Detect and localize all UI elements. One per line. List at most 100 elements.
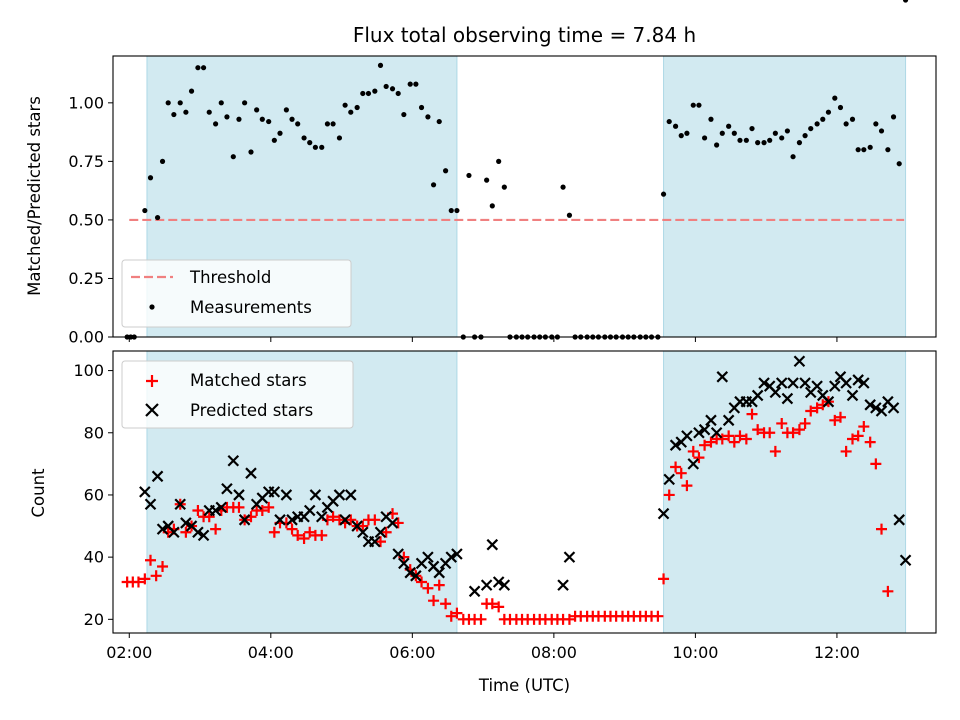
measurement-point [825,109,832,115]
matched-star-marker [203,511,215,523]
matched-star-marker [840,445,852,457]
matched-star-marker [145,554,157,566]
predicted-star-marker [139,486,151,498]
matched-star-marker [369,514,381,526]
shaded-interval [663,56,906,337]
predicted-star-marker [681,430,693,442]
measurement-point [159,158,166,164]
count-y-tick-label: 60 [84,485,104,504]
x-tick-label: 04:00 [248,643,294,662]
count-y-axis-label: Count [29,468,48,518]
measurement-point [401,111,407,118]
measurement-point [690,102,696,108]
matched-star-marker [728,436,740,448]
measurement-point [195,65,201,71]
matched-star-marker [716,433,728,445]
matched-star-marker [811,402,823,414]
measurement-point [407,81,413,87]
measurement-point [855,147,861,153]
measurement-point [436,118,442,125]
predicted-star-marker [663,473,675,486]
matched-star-marker [292,529,304,541]
x-axis-label: Time (UTC) [478,676,570,695]
predicted-star-marker [197,529,210,542]
predicted-stars-series [139,355,912,598]
count-y-tick-label: 80 [84,423,104,442]
matched-star-marker [864,436,876,448]
measurement-point [484,177,490,183]
measurement-point [301,135,307,141]
predicted-star-marker [710,426,723,439]
predicted-star-marker [722,414,735,427]
measurement-point [289,116,295,122]
predicted-star-marker [245,467,257,479]
matched-star-marker [882,585,894,597]
ratio-y-axis: 0.00 0.25 0.50 0.75 1.00 [68,93,113,347]
measurement-point [147,175,154,181]
predicted-star-marker [693,426,705,439]
matched-star-marker [805,405,817,417]
matched-star-marker [333,514,345,526]
measurement-point [266,118,272,125]
predicted-star-marker [445,551,458,563]
measurement-point [814,121,820,127]
ratio-x-ticks [128,337,838,342]
measurement-point [418,104,425,111]
measurement-point [873,121,879,127]
matched-star-marker [829,414,841,426]
measurement-point [154,214,161,221]
measurement-point [330,121,336,127]
measurement-point [183,109,189,115]
legend-matched-label: Matched stars [190,371,307,390]
predicted-star-marker [227,454,240,467]
predicted-star-marker [168,526,180,539]
predicted-star-marker [233,489,245,501]
measurement-point [224,114,230,120]
count-panel-frame [112,350,937,634]
matched-star-marker [670,461,682,473]
measurement-point [660,191,667,197]
measurement-point [177,100,183,106]
predicted-star-marker [374,526,387,539]
matched-star-marker [428,595,440,607]
count-shaded-intervals [146,351,907,633]
predicted-star-marker [180,517,192,529]
predicted-star-marker [404,566,416,579]
x-tick-label: 10:00 [672,643,718,662]
measurement-point [496,158,502,164]
count-y-tick-label: 100 [73,361,104,380]
legend-matched-swatch [146,375,158,387]
predicted-star-marker [410,570,422,582]
measurement-point [372,88,378,94]
predicted-star-marker [893,514,905,526]
predicted-star-marker [398,557,410,570]
measurement-point [761,140,767,146]
matched-stars-series [122,396,894,625]
matched-star-marker [233,501,245,513]
matched-star-marker [440,598,452,610]
ratio-y-tick-label: 0.50 [68,210,104,229]
measurement-point [749,125,755,132]
measurement-point [678,133,684,139]
matched-star-marker [858,421,870,433]
measurement-point [360,90,366,97]
matched-star-marker [433,579,445,591]
matched-star-marker [357,520,369,532]
matched-star-marker [268,526,280,538]
matched-star-marker [327,511,339,523]
predicted-star-marker [852,374,864,386]
measurement-point [878,128,885,134]
matched-star-marker [834,411,846,423]
ratio-panel: 0.00 0.25 0.50 0.75 1.00 Matched/Predicted s… [25,0,937,347]
predicted-star-marker [858,377,870,389]
count-y-tick-label: 20 [84,610,104,629]
matched-star-marker [687,445,699,457]
predicted-star-marker [775,377,788,389]
predicted-star-marker [840,377,852,389]
measurement-point [885,147,891,153]
measurement-point [714,142,720,148]
measurement-point [802,133,808,139]
measurement-point [142,207,148,214]
legend-predicted-swatch [145,403,159,417]
predicted-star-marker [238,514,251,526]
